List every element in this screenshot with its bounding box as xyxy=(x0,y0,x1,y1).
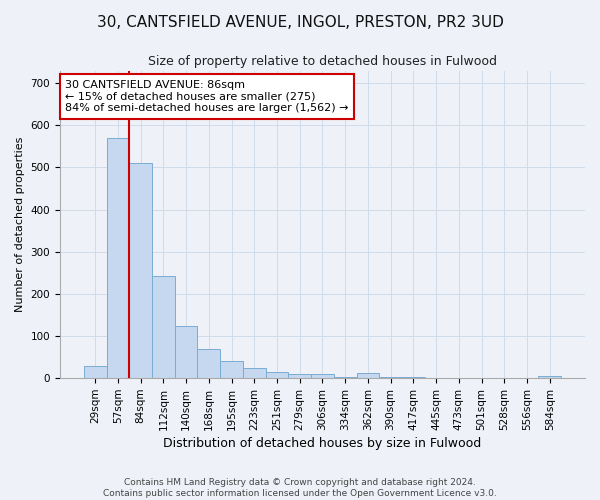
X-axis label: Distribution of detached houses by size in Fulwood: Distribution of detached houses by size … xyxy=(163,437,482,450)
Bar xyxy=(402,377,425,378)
Title: Size of property relative to detached houses in Fulwood: Size of property relative to detached ho… xyxy=(148,55,497,68)
Y-axis label: Number of detached properties: Number of detached properties xyxy=(15,136,25,312)
Text: 30 CANTSFIELD AVENUE: 86sqm
← 15% of detached houses are smaller (275)
84% of se: 30 CANTSFIELD AVENUE: 86sqm ← 15% of det… xyxy=(65,80,349,113)
Bar xyxy=(220,360,243,378)
Bar xyxy=(152,276,175,378)
Bar xyxy=(311,374,334,378)
Text: Contains HM Land Registry data © Crown copyright and database right 2024.
Contai: Contains HM Land Registry data © Crown c… xyxy=(103,478,497,498)
Bar xyxy=(356,373,379,378)
Bar xyxy=(379,377,402,378)
Bar xyxy=(334,377,356,378)
Bar xyxy=(107,138,129,378)
Bar xyxy=(84,366,107,378)
Bar xyxy=(175,326,197,378)
Bar xyxy=(129,164,152,378)
Text: 30, CANTSFIELD AVENUE, INGOL, PRESTON, PR2 3UD: 30, CANTSFIELD AVENUE, INGOL, PRESTON, P… xyxy=(97,15,503,30)
Bar xyxy=(197,348,220,378)
Bar xyxy=(289,374,311,378)
Bar xyxy=(538,376,561,378)
Bar xyxy=(243,368,266,378)
Bar xyxy=(266,372,289,378)
